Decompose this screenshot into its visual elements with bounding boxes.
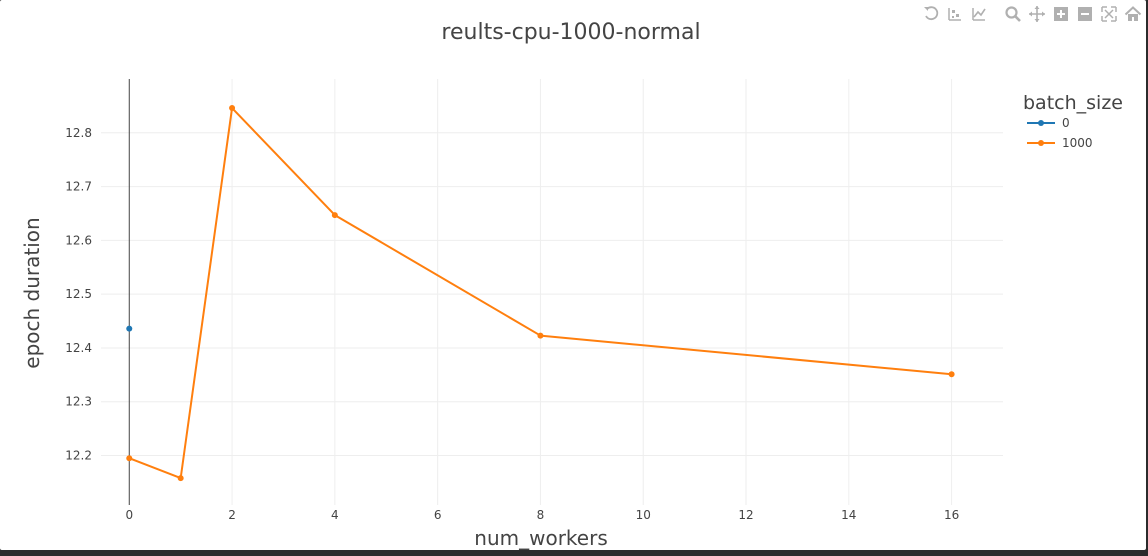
x-tick-label: 4 — [331, 508, 339, 522]
legend-label: 0 — [1062, 116, 1070, 130]
series-layer — [126, 105, 955, 482]
legend-item-1000[interactable]: 1000 — [1027, 136, 1093, 150]
closest-hover-icon[interactable] — [970, 5, 988, 23]
series-line-1000 — [128, 107, 952, 480]
chart-title: reults-cpu-1000-normal — [441, 20, 700, 45]
x-tick-label: 10 — [636, 508, 651, 522]
zoom-in-icon[interactable] — [1052, 5, 1070, 23]
data-point[interactable] — [537, 332, 544, 339]
data-point[interactable] — [948, 371, 955, 378]
data-point[interactable] — [229, 105, 236, 112]
data-point[interactable] — [177, 475, 184, 482]
data-point[interactable] — [126, 325, 133, 332]
legend-label: 1000 — [1062, 136, 1093, 150]
y-axis-label: epoch duration — [20, 217, 44, 368]
x-tick-label: 8 — [537, 508, 545, 522]
legend-title: batch_size — [1023, 92, 1123, 114]
modebar — [922, 4, 1142, 24]
x-tick-label: 0 — [125, 508, 133, 522]
x-tick-label: 2 — [228, 508, 236, 522]
y-tick-label: 12.8 — [65, 126, 92, 140]
legend: batch_size 0 1000 — [1023, 92, 1123, 150]
data-point[interactable] — [126, 455, 133, 462]
grid-lines — [101, 79, 1003, 505]
y-tick-label: 12.3 — [65, 395, 92, 409]
legend-marker — [1038, 140, 1044, 146]
data-point[interactable] — [331, 212, 338, 219]
legend-item-0[interactable]: 0 — [1027, 116, 1070, 130]
zoom-out-icon[interactable] — [1076, 5, 1094, 23]
x-tick-label: 12 — [738, 508, 753, 522]
compare-hover-icon[interactable] — [946, 5, 964, 23]
x-tick-labels: 0 2 4 6 8 10 12 14 16 — [125, 508, 959, 522]
legend-marker — [1038, 120, 1044, 126]
y-tick-label: 12.5 — [65, 287, 92, 301]
zoom-icon[interactable] — [1004, 5, 1022, 23]
x-tick-label: 6 — [434, 508, 442, 522]
x-axis-label: num_workers — [474, 526, 607, 550]
x-tick-label: 16 — [944, 508, 959, 522]
y-tick-label: 12.7 — [65, 180, 92, 194]
y-tick-label: 12.2 — [65, 449, 92, 463]
reset-axes-icon[interactable] — [922, 5, 940, 23]
x-tick-label: 14 — [841, 508, 856, 522]
y-tick-label: 12.6 — [65, 233, 92, 247]
autoscale-icon[interactable] — [1100, 5, 1118, 23]
y-tick-labels: 12.2 12.3 12.4 12.5 12.6 12.7 12.8 — [65, 126, 92, 463]
pan-icon[interactable] — [1028, 5, 1046, 23]
y-tick-label: 12.4 — [65, 341, 92, 355]
home-icon[interactable] — [1124, 5, 1142, 23]
